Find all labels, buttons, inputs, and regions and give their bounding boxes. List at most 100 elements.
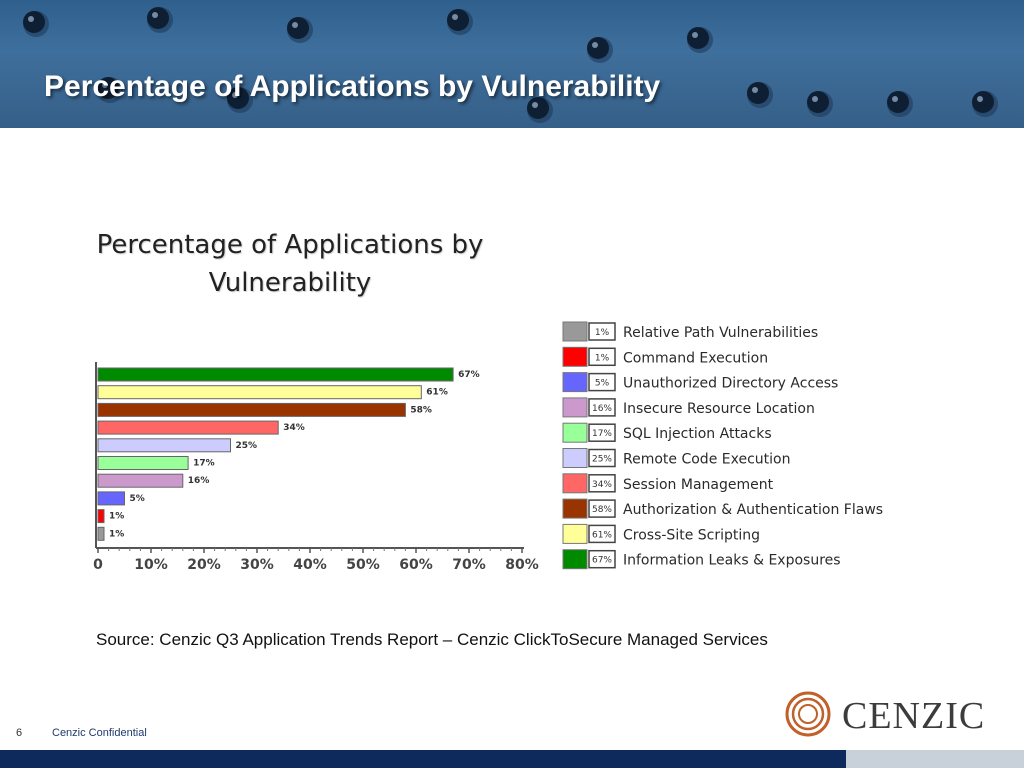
bar-value-label: 61% [426,388,448,398]
bar [97,491,125,506]
rivet-highlight [292,22,298,28]
rivet [97,77,119,99]
legend-swatch [562,346,588,367]
rivet-highlight [532,102,538,108]
rivet-highlight [102,82,108,88]
bar [97,367,454,382]
legend-swatch [562,473,588,494]
bar-value-label: 1% [109,512,124,522]
bar [97,456,189,470]
logo-text: CENZIC [842,695,986,737]
legend-label: Cross-Site Scripting [623,527,760,543]
legend-pct: 5% [595,379,610,389]
slide-title: Percentage of Applications by Vulnerabil… [44,70,661,103]
bar [97,526,105,541]
bar-value-label: 16% [188,476,210,486]
legend-pct: 34% [592,480,612,490]
x-tick-label: 70% [452,557,486,573]
rivet [287,17,309,39]
bar [97,438,231,453]
bar-value-label: 25% [236,441,258,451]
x-tick-label: 40% [293,557,327,573]
legend-swatch [562,498,588,519]
rivet-highlight [592,42,598,48]
legend-swatch [562,448,588,468]
legend-pct-box [588,448,616,468]
legend-swatch [562,523,588,544]
bar-value-label: 1% [109,529,124,539]
legend-pct-box [588,347,616,367]
bar [97,385,422,400]
rivet [23,11,45,33]
legend-pct: 17% [592,429,612,439]
bar-value-label: 34% [283,423,305,433]
rivet-highlight [232,92,238,98]
source-note: Source: Cenzic Q3 Application Trends Rep… [96,630,768,649]
legend-pct-box [588,322,616,341]
rivet [972,91,994,113]
legend-swatch [562,397,588,418]
legend-pct-box [588,549,616,569]
metal-rivets-texture [23,7,998,123]
bar-value-label: 67% [458,370,480,380]
legend-label: Unauthorized Directory Access [623,376,838,392]
x-tick-label: 50% [346,557,380,573]
bar [97,402,406,417]
legend-label: Relative Path Vulnerabilities [623,325,818,341]
x-tick-label: 20% [187,557,221,573]
cenzic-logo: CENZIC [784,690,994,738]
page-number: 6 [16,727,23,739]
x-tick-label: 10% [134,557,168,573]
rivet-highlight [152,12,158,18]
chart-title: Percentage of Applications by Vulnerabil… [96,230,484,298]
legend-swatch [562,422,588,443]
legend-swatch [562,549,588,570]
legend-label: Information Leaks & Exposures [623,553,841,569]
rivet-highlight [452,14,458,20]
x-tick-label: 80% [505,557,539,573]
legend-label: Session Management [623,477,774,493]
rivet [227,87,249,109]
legend-pct: 16% [592,404,612,414]
legend-swatch [562,321,588,342]
rivet [687,27,709,49]
rivet-highlight [977,96,983,102]
rivet [147,7,169,29]
rivet-highlight [692,32,698,38]
x-tick-label: 0 [93,557,103,573]
legend-swatch [562,372,588,393]
rivet-highlight [28,16,34,22]
rivet [447,9,469,31]
legend-pct: 61% [592,530,612,540]
legend-label: Command Execution [623,350,768,366]
bar [97,420,279,435]
header-banner: Percentage of Applications by Vulnerabil… [0,0,1024,128]
bar-value-label: 17% [193,459,215,469]
legend-pct: 1% [595,353,610,363]
legend-pct-box [588,524,616,544]
rivet [587,37,609,59]
legend-pct-box [588,423,616,442]
bar-value-label: 58% [410,405,432,415]
legend-label: Authorization & Authentication Flaws [623,502,883,518]
rivet [527,97,549,119]
x-tick-label: 30% [240,557,274,573]
rivet [807,91,829,113]
legend-pct: 67% [592,556,612,566]
legend-pct-box [588,499,616,518]
rivet-highlight [892,96,898,102]
legend-pct: 58% [592,505,612,515]
legend-pct-box [588,398,616,417]
legend-pct: 25% [592,455,612,465]
rivet [887,91,909,113]
legend-pct-box [588,474,616,493]
legend-label: SQL Injection Attacks [623,426,772,442]
rivet [747,82,769,104]
legend-label: Insecure Resource Location [623,401,815,417]
footer-bar-accent [846,750,1024,768]
x-tick-label: 60% [399,557,433,573]
cenzic-logo-icon [785,691,831,737]
bar [97,509,105,524]
legend-label: Remote Code Execution [623,452,790,468]
